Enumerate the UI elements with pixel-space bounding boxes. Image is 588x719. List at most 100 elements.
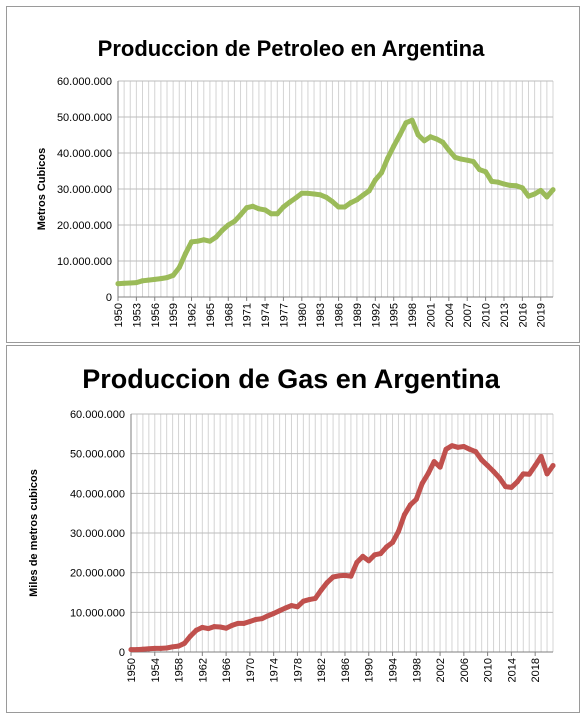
data-point — [473, 449, 479, 455]
data-point — [271, 611, 277, 617]
x-tick-label: 1983 — [315, 303, 327, 327]
data-point — [508, 484, 514, 490]
data-point — [253, 616, 259, 622]
data-point — [329, 199, 335, 205]
oil-chart-panel: Produccion de Petroleo en Argentina 0 10.0… — [6, 6, 580, 343]
data-point — [306, 597, 312, 603]
data-point — [318, 587, 324, 593]
data-point — [440, 139, 446, 145]
data-point — [342, 572, 348, 578]
data-point — [336, 204, 342, 210]
y-tick-label: 50.000.000 — [57, 112, 112, 124]
data-point — [235, 620, 241, 626]
data-point — [140, 646, 146, 652]
data-point — [223, 625, 229, 631]
data-point — [164, 645, 170, 651]
data-point — [146, 277, 152, 283]
data-point — [259, 616, 265, 622]
data-point — [323, 194, 329, 200]
data-point — [293, 195, 299, 201]
y-tick-label: 10.000.000 — [57, 256, 112, 268]
x-tick-label: 1978 — [292, 658, 304, 682]
x-tick-label: 1965 — [205, 303, 217, 327]
x-tick-label: 1990 — [364, 658, 376, 682]
data-point — [146, 646, 152, 652]
data-point — [455, 444, 461, 450]
data-point — [413, 496, 419, 502]
data-point — [128, 647, 134, 653]
data-point — [247, 618, 253, 624]
data-point — [115, 281, 121, 287]
data-point — [265, 613, 271, 619]
x-tick-label: 2001 — [425, 303, 437, 327]
data-point — [312, 595, 318, 601]
data-point — [507, 182, 513, 188]
x-tick-label: 2018 — [530, 658, 542, 682]
data-point — [372, 552, 378, 558]
y-tick-label: 60.000.000 — [70, 409, 125, 421]
x-tick-label: 1977 — [278, 303, 290, 327]
data-point — [225, 222, 231, 228]
data-point — [495, 179, 501, 185]
data-point — [425, 471, 431, 476]
y-tick-label: 20.000.000 — [70, 568, 125, 580]
data-point — [354, 197, 360, 203]
data-point — [385, 155, 391, 161]
data-point — [514, 479, 520, 485]
x-tick-label: 1986 — [340, 658, 352, 682]
data-point — [140, 278, 146, 284]
data-point — [300, 598, 306, 604]
data-point — [461, 444, 467, 450]
y-tick-label: 60.000.000 — [57, 76, 112, 88]
data-point — [538, 453, 544, 459]
x-tick-label: 2014 — [506, 658, 518, 682]
data-point — [366, 558, 372, 564]
gas-production-chart: Produccion de Gas en Argentina 0 10.000.00… — [28, 364, 556, 682]
data-point — [182, 251, 188, 257]
data-point — [299, 190, 305, 196]
data-point — [427, 134, 433, 140]
data-point — [238, 212, 244, 218]
data-point — [366, 188, 372, 194]
data-point — [395, 528, 401, 534]
data-point — [241, 620, 247, 626]
x-tick-label: 1971 — [242, 303, 254, 327]
data-point — [277, 608, 283, 614]
x-tick-label: 1968 — [223, 303, 235, 327]
x-tick-label: 2006 — [459, 658, 471, 682]
data-point — [294, 604, 300, 610]
data-point — [211, 624, 217, 630]
data-point — [407, 502, 413, 508]
data-point — [207, 238, 213, 244]
data-point — [229, 622, 235, 628]
data-point — [443, 446, 449, 452]
gas-chart-panel: Produccion de Gas en Argentina 0 10.000.00… — [6, 345, 580, 713]
data-point — [360, 553, 366, 559]
chart-title: Produccion de Gas en Argentina — [82, 364, 501, 394]
data-point — [434, 136, 440, 142]
x-tick-label: 1950 — [126, 658, 138, 682]
data-point — [354, 559, 360, 565]
data-point — [476, 167, 482, 173]
chart-title: Produccion de Petroleo en Argentina — [98, 36, 485, 61]
data-point — [532, 191, 538, 197]
x-tick-label: 1995 — [389, 303, 401, 327]
x-tick-label: 2007 — [462, 303, 474, 327]
x-tick-label: 1962 — [187, 303, 199, 327]
data-point — [305, 190, 311, 196]
data-point — [244, 205, 250, 211]
x-tick-label: 2004 — [444, 303, 456, 327]
data-point — [526, 471, 532, 477]
y-tick-label: 0 — [119, 647, 125, 659]
data-point — [164, 275, 170, 281]
data-point — [121, 280, 127, 286]
x-tick-label: 1998 — [411, 658, 423, 682]
data-point — [158, 276, 164, 282]
data-point — [176, 643, 182, 649]
data-point — [288, 603, 294, 609]
data-point — [502, 484, 508, 490]
data-point — [525, 193, 531, 199]
x-tick-label: 2002 — [435, 658, 447, 682]
y-axis-title: Metros Cubicos — [36, 148, 48, 231]
data-point — [219, 227, 225, 233]
